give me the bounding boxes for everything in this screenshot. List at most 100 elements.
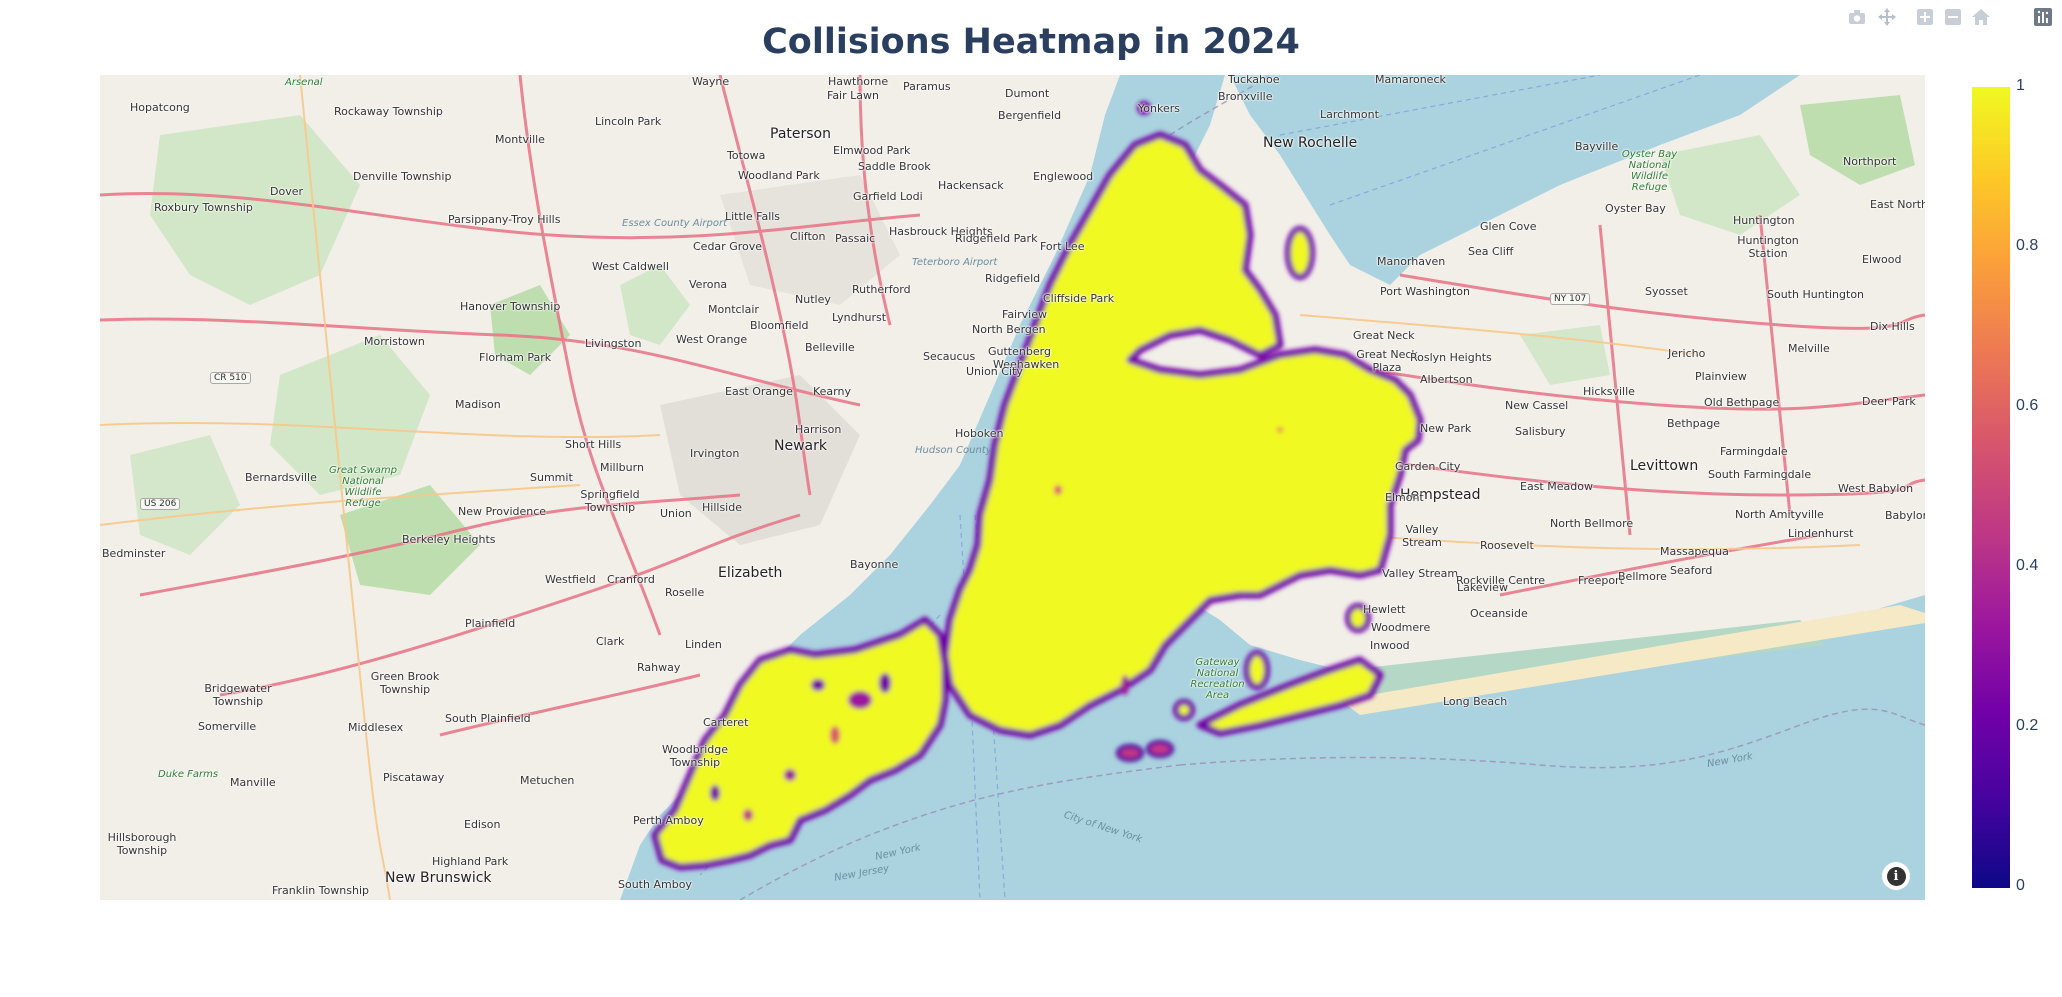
- map-label: CR 510: [210, 372, 251, 384]
- map-label: Hasbrouck Heights: [889, 225, 993, 238]
- map-label: Lindenhurst: [1788, 527, 1854, 540]
- map-label: Ridgefield Park: [955, 232, 1038, 245]
- info-icon: i: [1886, 866, 1906, 886]
- map-label: North Bellmore: [1550, 517, 1634, 530]
- colorbar-tick-label: 0.2: [2016, 717, 2039, 734]
- map-label: Hewlett: [1363, 603, 1406, 616]
- map-label: South Plainfield: [445, 712, 531, 725]
- map-label: Cranford: [607, 573, 655, 586]
- map-label: Teterboro Airport: [912, 257, 998, 268]
- map-label: Jericho: [1668, 347, 1706, 360]
- map-label: Sea Cliff: [1468, 245, 1514, 258]
- map-label: Linden: [685, 638, 722, 651]
- map-label: Fort Lee: [1040, 240, 1085, 253]
- map-label: Plainview: [1695, 370, 1747, 383]
- map-label: East Meadow: [1520, 480, 1593, 493]
- map-label: Oyster Bay: [1605, 202, 1666, 215]
- map-label: Somerville: [198, 720, 257, 733]
- map-label: Woodbridge Township: [662, 743, 728, 769]
- map-label: Great Neck Plaza: [1356, 348, 1418, 374]
- map-label: Springfield Township: [580, 488, 640, 514]
- map-label: Manorhaven: [1377, 255, 1446, 268]
- map-label: Westfield: [545, 573, 596, 586]
- map-label: Kearny: [813, 385, 851, 398]
- map-label: Tuckahoe: [1228, 75, 1280, 86]
- map-label: Hoboken: [955, 427, 1004, 440]
- map-label: Roselle: [665, 586, 705, 599]
- map-label: New Cassel: [1505, 399, 1569, 412]
- map-label: South Huntington: [1767, 288, 1865, 301]
- map-label: Nutley: [795, 293, 831, 306]
- map-label: Summit: [530, 471, 573, 484]
- map-viewport[interactable]: Hopatcong Arsenal Rockaway Township Wayn…: [100, 75, 1925, 900]
- map-label: Guttenberg: [988, 345, 1051, 358]
- colorbar-tick-label: 1: [2016, 77, 2025, 94]
- map-label: Wayne: [692, 75, 730, 88]
- basemap: [100, 75, 1925, 900]
- map-label: Lakeview: [1457, 581, 1508, 594]
- map-label: New Brunswick: [385, 870, 492, 886]
- map-label: Cedar Grove: [693, 240, 763, 253]
- map-label: Totowa: [727, 149, 766, 162]
- map-label: Hawthorne: [828, 75, 889, 88]
- map-label: Secaucus: [923, 350, 976, 363]
- map-label: Montville: [495, 133, 545, 146]
- map-label: Old Bethpage: [1704, 396, 1780, 409]
- map-label: Newark: [774, 438, 827, 454]
- map-label: US 206: [140, 498, 181, 510]
- map-label: Parsippany-Troy Hills: [448, 213, 561, 226]
- map-label: Lyndhurst: [832, 311, 887, 324]
- map-label: Elwood: [1862, 253, 1902, 266]
- map-label: Hillsborough Township: [107, 831, 177, 857]
- map-label: Short Hills: [565, 438, 622, 451]
- map-label: West Orange: [676, 333, 748, 346]
- map-label: Highland Park: [432, 855, 509, 868]
- zoom-out-icon[interactable]: [1940, 4, 1966, 30]
- map-label: Mamaroneck: [1375, 75, 1446, 86]
- map-label: West Babylon: [1838, 482, 1914, 495]
- zoom-in-icon[interactable]: [1912, 4, 1938, 30]
- map-label: Dumont: [1005, 87, 1050, 100]
- colorbar: [1972, 87, 2010, 888]
- map-label: Rockville Centre: [1456, 574, 1546, 587]
- map-label: Fair Lawn: [827, 89, 879, 102]
- map-label: Perth Amboy: [633, 814, 704, 827]
- map-label: Dix Hills: [1870, 320, 1915, 333]
- map-label: Melville: [1788, 342, 1830, 355]
- map-label: Port Washington: [1380, 285, 1470, 298]
- map-label: Lodi: [900, 190, 923, 203]
- camera-icon[interactable]: [1844, 4, 1870, 30]
- map-label: Dover: [270, 185, 303, 198]
- plotly-logo-icon[interactable]: [2030, 4, 2056, 30]
- map-label: Rahway: [637, 661, 681, 674]
- modebar: [1844, 4, 2058, 30]
- map-label: Woodland Park: [738, 169, 820, 182]
- map-label: Englewood: [1033, 170, 1094, 183]
- colorbar-tick-label: 0.4: [2016, 557, 2039, 574]
- map-label: Ridgefield: [985, 272, 1041, 285]
- map-label: Cliffside Park: [1043, 292, 1115, 305]
- map-label: Piscataway: [383, 771, 445, 784]
- map-label: Valley Stream: [1402, 523, 1442, 549]
- map-label: Manville: [230, 776, 276, 789]
- pan-icon[interactable]: [1874, 4, 1900, 30]
- map-label: New Rochelle: [1263, 135, 1358, 151]
- home-icon[interactable]: [1968, 4, 1994, 30]
- map-label: Bernardsville: [245, 471, 317, 484]
- map-label: Irvington: [690, 447, 740, 460]
- map-label: Valley Stream: [1382, 567, 1459, 580]
- map-label: Bronxville: [1218, 90, 1273, 103]
- map-label: Rockaway Township: [334, 105, 443, 118]
- map-label: Bayville: [1575, 140, 1619, 153]
- map-label: Bergenfield: [998, 109, 1062, 122]
- map-label: Roslyn Heights: [1410, 351, 1492, 364]
- map-label: Edison: [464, 818, 501, 831]
- map-label: Yonkers: [1138, 102, 1180, 115]
- map-label: Farmingdale: [1720, 445, 1788, 458]
- map-label: Harrison: [795, 423, 842, 436]
- map-label: Paramus: [903, 80, 951, 93]
- colorbar-tick-label: 0.6: [2016, 397, 2039, 414]
- map-attribution-info-button[interactable]: i: [1882, 862, 1910, 890]
- map-label: Clifton: [790, 230, 826, 243]
- map-label: Salisbury: [1515, 425, 1566, 438]
